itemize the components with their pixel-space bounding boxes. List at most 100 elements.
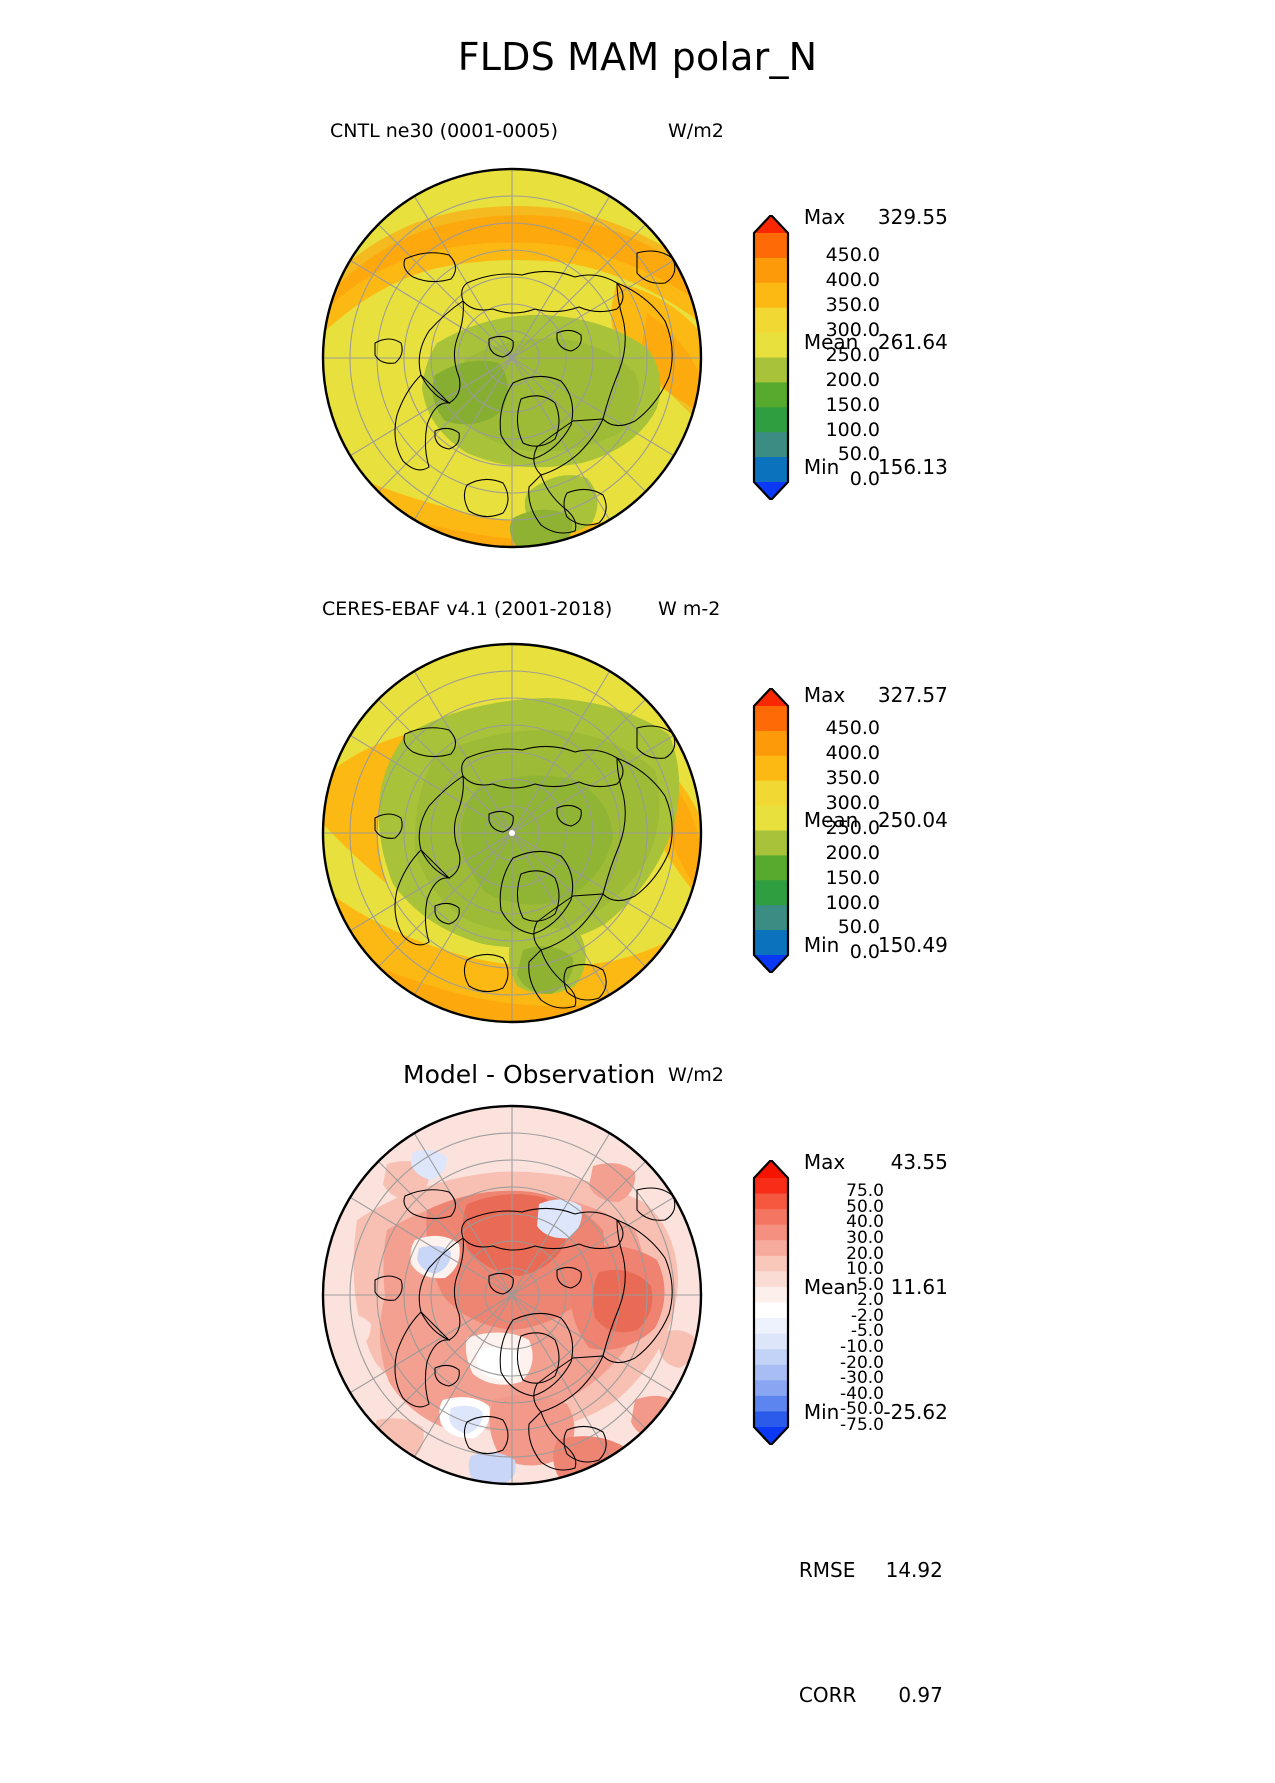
polar-map-difference[interactable]	[317, 1100, 707, 1490]
stat-row: Min 156.13	[753, 430, 948, 505]
coastlines-observation	[374, 725, 676, 1009]
colorbar-control[interactable]	[748, 213, 794, 502]
colorbar-tick-label: -20.0	[840, 1352, 884, 1373]
stat-value: 261.64	[877, 330, 948, 354]
colorbar-difference-svg	[752, 1158, 790, 1447]
colorbar-tick-label: 150.0	[825, 393, 880, 416]
stat-label: Min	[803, 1400, 840, 1424]
graticule-observation	[323, 644, 701, 1022]
panel-control-stats: Max 329.55 Mean 261.64 Min 156.13	[753, 130, 948, 555]
figure-canvas: FLDS MAM polar_N CNTL ne30 (0001-0005) W…	[317, 35, 948, 1707]
stat-row: Mean 11.61	[753, 1250, 948, 1325]
colorbar-tick-label: 50.0	[846, 1196, 884, 1217]
stat-row: Max 327.57	[753, 658, 948, 733]
panel-control-header: CNTL ne30 (0001-0005)	[330, 120, 559, 142]
pole-marker	[509, 830, 515, 836]
colorbar-tick-label: 0.0	[849, 468, 880, 491]
footer-row: CORR 0.97	[748, 1658, 943, 1733]
stat-row: Max 329.55	[753, 180, 948, 255]
colorbar-tick-label: 450.0	[825, 717, 880, 740]
stat-row: Mean 250.04	[753, 783, 948, 858]
panel-observation-header: CERES-EBAF v4.1 (2001-2018)	[322, 598, 613, 620]
stat-row: Mean 261.64	[753, 305, 948, 380]
figure-title: FLDS MAM polar_N	[457, 35, 818, 79]
polar-map-control-svg	[321, 167, 703, 549]
colorbar-tick-label: 2.0	[856, 1290, 884, 1311]
colorbar-tick-label: 50.0	[837, 916, 880, 939]
colorbar-tick-label: 30.0	[846, 1228, 884, 1248]
stat-label: Min	[803, 933, 840, 957]
colorbar-tick-label: 450.0	[825, 244, 880, 267]
colorbar-tick-label: 5.0	[856, 1274, 884, 1295]
panel-observation-units: W m-2	[658, 598, 721, 620]
colorbar-control-labels: 450.0 400.0 350.0 300.0 250.0 200.0 150.0 100.0…	[790, 215, 880, 500]
difference-footer-stats: RMSE 14.92 CORR 0.97	[748, 1483, 943, 1783]
stat-value: 43.55	[890, 1150, 948, 1174]
panel-difference-stats: Max 43.55 Mean 11.61 Min -25.62	[753, 1075, 948, 1500]
footer-value: 0.97	[898, 1683, 943, 1707]
footer-value: 14.92	[885, 1558, 943, 1582]
colorbar-tick-label: 250.0	[825, 816, 880, 839]
colorbar-tick-label: 20.0	[846, 1243, 884, 1264]
graticule-control	[323, 169, 701, 547]
coastlines-control	[374, 250, 676, 534]
stat-value: 327.57	[877, 683, 948, 707]
colorbar-tick-label: -75.0	[840, 1414, 884, 1435]
polar-map-control[interactable]	[317, 163, 707, 553]
colorbar-tick-label: 350.0	[825, 767, 880, 790]
footer-row: RMSE 14.92	[748, 1533, 943, 1608]
stat-row: Min -25.62	[753, 1375, 948, 1450]
colorbar-tick-label: 250.0	[825, 343, 880, 366]
stat-value: 150.49	[877, 933, 948, 957]
colorbar-tick-label: 0.0	[849, 941, 880, 964]
colorbar-difference-labels: 75.0 50.0 40.0 30.0 20.0 10.0 5.0 2.0 -2.0 -5.0 -1…	[792, 1160, 884, 1445]
stat-label: Mean	[803, 1275, 859, 1299]
colorbar-tick-label: 300.0	[825, 791, 880, 814]
colorbar-tick-label: 50.0	[837, 443, 880, 466]
stat-label: Min	[803, 455, 840, 479]
coastlines-difference	[374, 1187, 676, 1471]
colorbar-tick-label: 10.0	[846, 1259, 884, 1280]
stat-label: Max	[803, 205, 846, 229]
colorbar-tick-label: 40.0	[846, 1212, 884, 1233]
panel-difference-header: Model - Observation	[403, 1060, 656, 1089]
stat-value: 329.55	[877, 205, 948, 229]
stat-label: Max	[803, 1150, 846, 1174]
colorbar-observation[interactable]	[748, 686, 794, 975]
stat-value: 250.04	[877, 808, 948, 832]
colorbar-tick-label: 200.0	[825, 368, 880, 391]
colorbar-observation-labels: 450.0 400.0 350.0 300.0 250.0 200.0 150.0 100.0…	[790, 688, 880, 973]
stat-value: -25.62	[883, 1400, 948, 1424]
colorbar-tick-label: 400.0	[825, 742, 880, 765]
colorbar-difference[interactable]	[748, 1158, 794, 1447]
colorbar-tick-label: -2.0	[850, 1305, 884, 1326]
stat-label: Max	[803, 683, 846, 707]
colorbar-tick-label: 350.0	[825, 294, 880, 317]
colorbar-tick-label: 100.0	[825, 418, 880, 441]
colorbar-tick-label: 200.0	[825, 841, 880, 864]
colorbar-tick-label: -50.0	[840, 1399, 884, 1420]
colorbar-tick-label: 75.0	[846, 1181, 884, 1202]
colorbar-control-svg	[752, 213, 790, 502]
stat-value: 156.13	[877, 455, 948, 479]
footer-label: CORR	[798, 1683, 857, 1707]
polar-map-difference-svg	[321, 1104, 703, 1486]
stat-row: Max 43.55	[753, 1125, 948, 1200]
panel-difference-units: W/m2	[668, 1064, 724, 1086]
stat-label: Mean	[803, 330, 859, 354]
colorbar-tick-label: -5.0	[850, 1321, 884, 1342]
polar-map-observation-svg	[321, 642, 703, 1024]
colorbar-tick-label: -40.0	[840, 1383, 884, 1404]
colorbar-tick-label: 400.0	[825, 269, 880, 292]
colorbar-tick-label: 150.0	[825, 866, 880, 889]
colorbar-tick-label: -10.0	[840, 1336, 884, 1357]
polar-map-observation[interactable]	[317, 638, 707, 1028]
colorbar-tick-label: 300.0	[825, 318, 880, 341]
colorbar-tick-label: 100.0	[825, 891, 880, 914]
graticule-difference	[323, 1106, 701, 1484]
colorbar-observation-svg	[752, 686, 790, 975]
panel-control-units: W/m2	[668, 120, 724, 142]
stat-value: 11.61	[890, 1275, 948, 1299]
colorbar-tick-label: -30.0	[840, 1368, 884, 1389]
stat-row: Min 150.49	[753, 908, 948, 983]
